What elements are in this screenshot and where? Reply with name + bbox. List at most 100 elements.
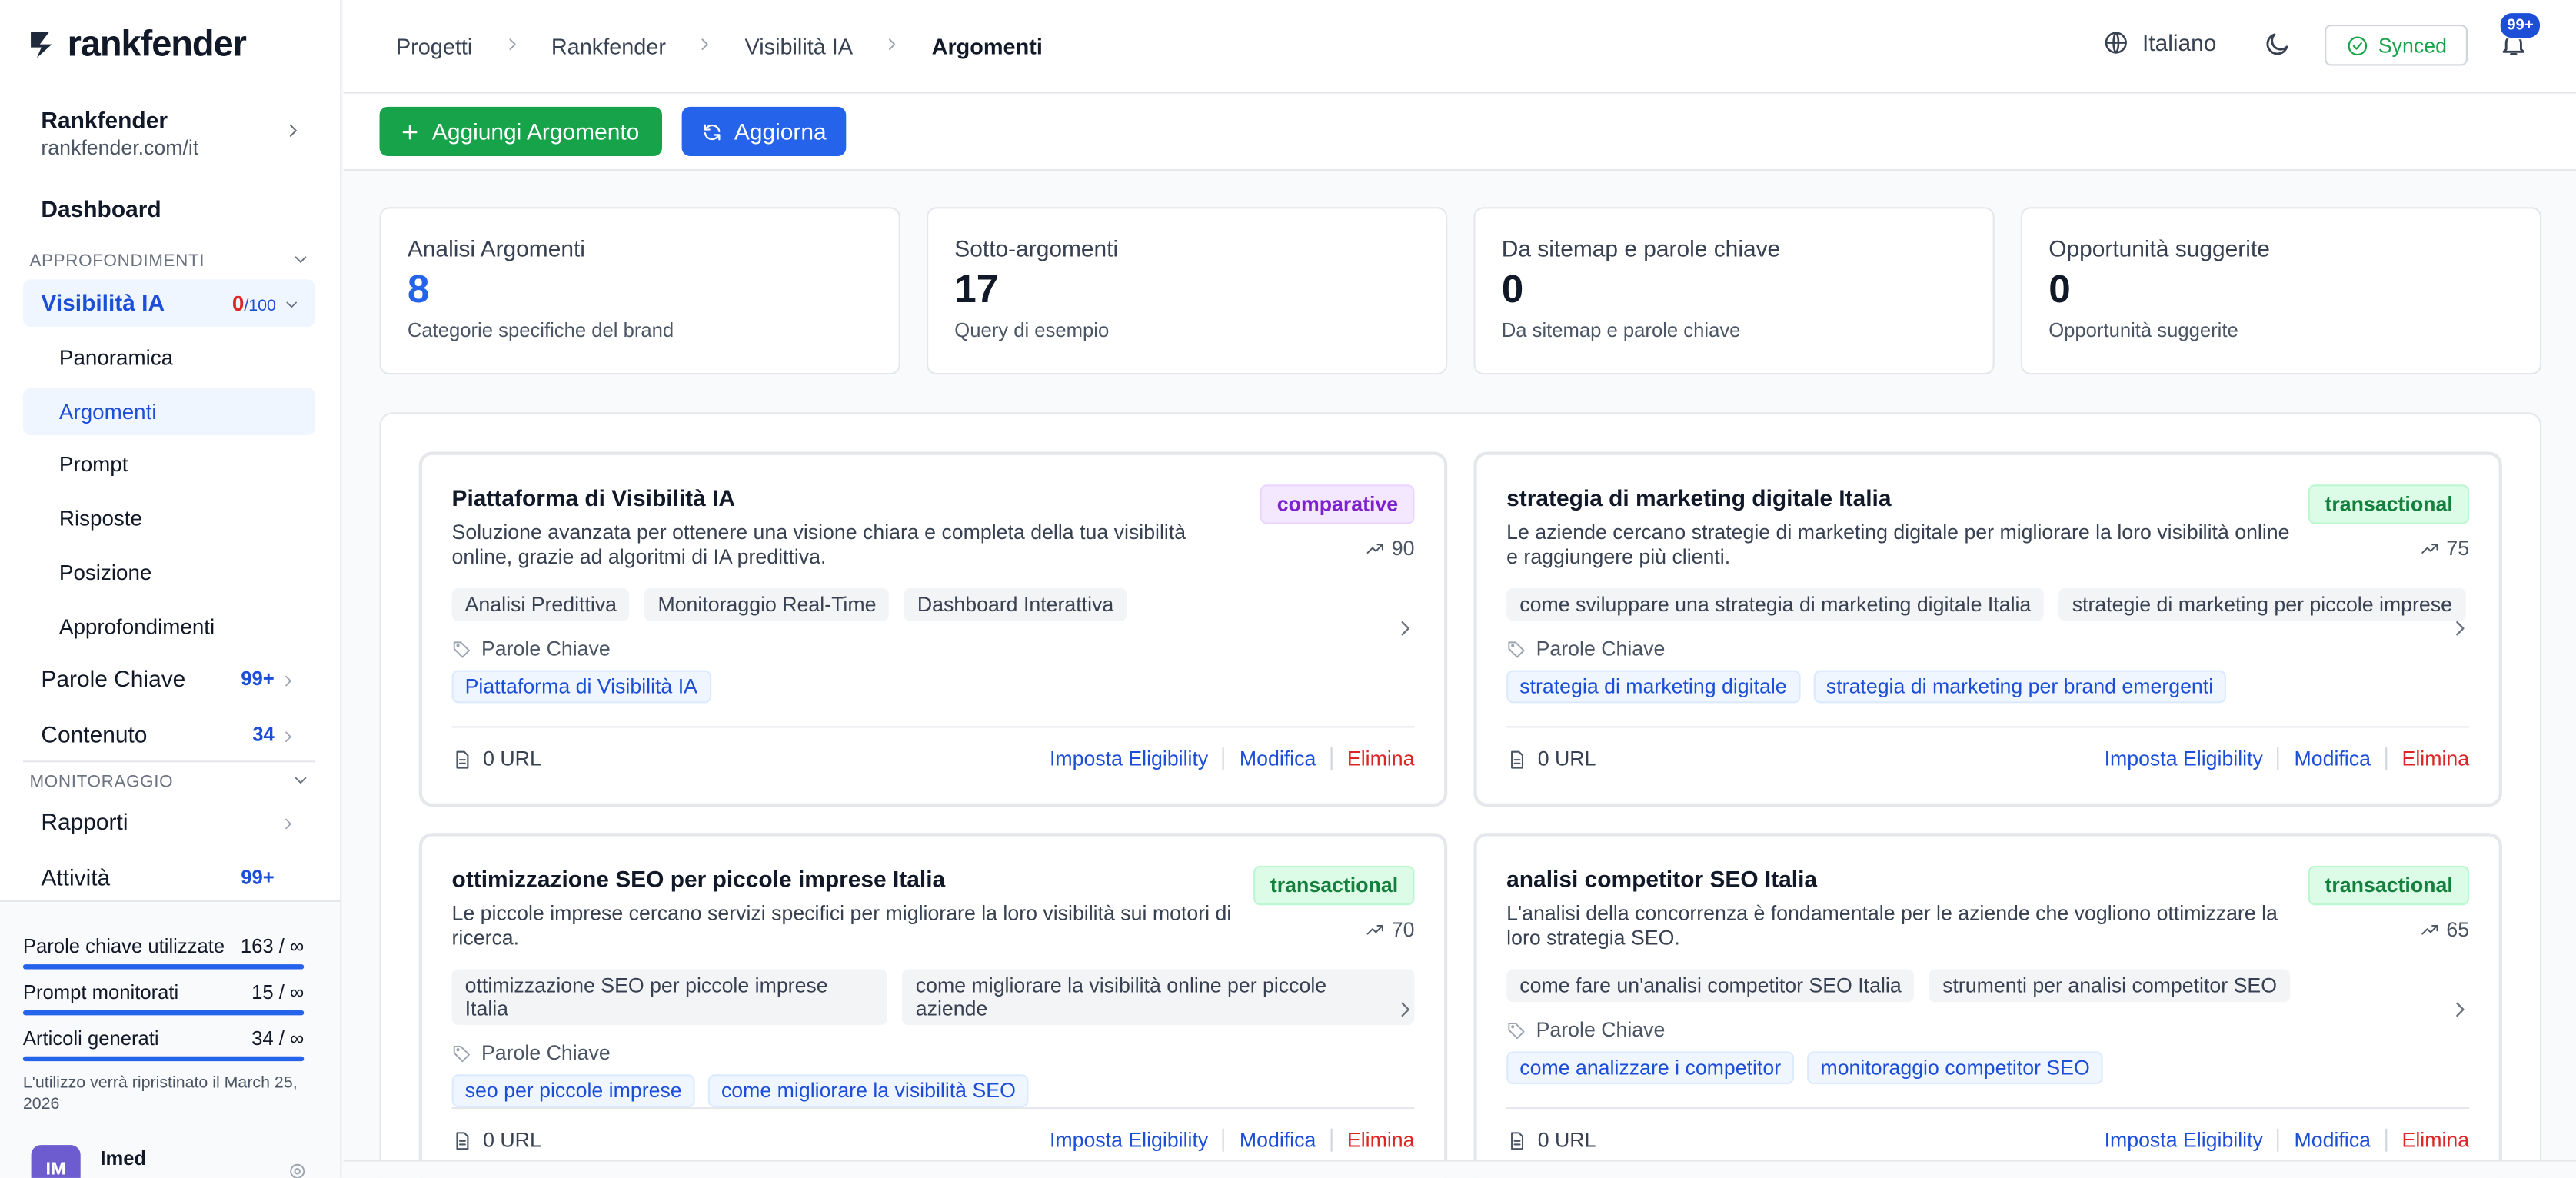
icon-part xyxy=(889,38,896,49)
icon-part xyxy=(704,123,721,140)
add-topic-button[interactable]: Aggiungi Argomento xyxy=(379,106,663,156)
icon-part xyxy=(508,38,515,49)
icon-part xyxy=(1366,544,1384,554)
icon-part xyxy=(289,124,297,137)
stat-card: Sotto-argomenti 17 Query di esempio xyxy=(926,207,1448,375)
icon-part xyxy=(402,124,418,139)
usage-row: Prompt monitorati 15 / ∞ xyxy=(22,980,305,1016)
footer-action[interactable]: Elimina xyxy=(2385,747,2469,771)
stat-title: Da sitemap e parole chiave xyxy=(1501,235,1781,261)
topic-title: analisi competitor SEO Italia xyxy=(1506,865,1818,893)
nav-count: 99+ xyxy=(241,865,275,889)
topic-score: 70 xyxy=(1366,918,1415,941)
footer-action[interactable]: Elimina xyxy=(2385,1128,2469,1152)
usage-bar xyxy=(22,964,305,970)
usage-panel: Parole chiave utilizzate 163 / ∞ Prompt mo… xyxy=(0,900,341,1178)
open-chevron xyxy=(2448,997,2472,1030)
nav-item[interactable]: Contenuto 34 xyxy=(41,721,297,750)
nav-item[interactable]: Rapporti xyxy=(41,808,297,837)
footer-action[interactable]: Elimina xyxy=(1330,1128,1415,1152)
topic-type: transactional xyxy=(2308,484,2470,524)
nav-subitem[interactable]: Approfondimenti xyxy=(23,602,315,650)
icon-part xyxy=(889,38,896,49)
breadcrumb[interactable]: Progetti xyxy=(396,34,551,58)
footer-action[interactable]: Modifica xyxy=(1223,1128,1331,1152)
nav-dashboard[interactable]: Dashboard xyxy=(41,195,161,222)
chevron xyxy=(291,770,311,795)
icon-part xyxy=(2421,544,2438,554)
url-count: 0 URL xyxy=(1537,747,1596,771)
icon-part xyxy=(2266,33,2288,55)
nav-visibility[interactable]: Visibilità IA 0/100 xyxy=(22,279,316,328)
footer-action[interactable]: Modifica xyxy=(1223,747,1331,771)
icon-part xyxy=(1513,758,1521,764)
refresh-button[interactable]: Aggiorna xyxy=(681,106,847,156)
topic-card[interactable]: strategia di marketing digitale Italia Le… xyxy=(1473,451,2502,807)
icon-part xyxy=(1508,1023,1525,1040)
usage-value: 34 / ∞ xyxy=(251,1027,305,1050)
icon-part xyxy=(1401,1002,1409,1017)
project-switcher[interactable]: Rankfender rankfender.com/it xyxy=(41,107,304,159)
nav-count: 99+ xyxy=(241,667,275,690)
topic-description: Le piccole imprese cercano servizi speci… xyxy=(451,901,1232,950)
footer-action[interactable]: Imposta Eligibility xyxy=(2104,1128,2263,1152)
separator xyxy=(853,34,932,58)
icon-part xyxy=(2266,33,2288,55)
url-count: 0 URL xyxy=(1537,1128,1596,1152)
stat-caption: Da sitemap e parole chiave xyxy=(1501,318,1741,342)
breadcrumb[interactable]: Visibilità IA xyxy=(745,34,932,58)
footer-action[interactable]: Imposta Eligibility xyxy=(1049,1128,1209,1152)
nav-subitem[interactable]: Argomenti xyxy=(22,387,316,435)
icon-part xyxy=(456,644,460,647)
topic-card[interactable]: Piattaforma di Visibilità IA Soluzione av… xyxy=(418,451,1448,807)
section-label: MONITORAGGIO xyxy=(29,772,174,792)
icon-part xyxy=(702,38,709,49)
nav-subitem[interactable]: Panoramica xyxy=(23,334,315,381)
nav-item[interactable]: Attività 99+ xyxy=(41,864,297,893)
notifications[interactable]: 99+ xyxy=(2498,11,2542,67)
keywords-label: Parole Chiave xyxy=(1506,637,2469,661)
icon-part xyxy=(704,123,721,140)
topic-card[interactable]: analisi competitor SEO Italia L'analisi d… xyxy=(1473,833,2502,1178)
icon-part xyxy=(508,38,515,49)
icon-part xyxy=(285,818,291,830)
icon-part xyxy=(1511,1131,1524,1150)
nav-subitem[interactable]: Prompt xyxy=(23,441,315,488)
chevron xyxy=(282,120,304,149)
nav-subitem[interactable]: Risposte xyxy=(23,494,315,542)
footer-action[interactable]: Imposta Eligibility xyxy=(1049,747,1209,771)
footer-action[interactable]: Modifica xyxy=(2278,1128,2385,1152)
usage-value: 163 / ∞ xyxy=(240,934,305,958)
footer-action[interactable]: Imposta Eligibility xyxy=(2104,747,2263,771)
icon-part xyxy=(1513,1139,1521,1145)
tag: Analisi Predittiva xyxy=(451,587,631,621)
nav-item[interactable]: Parole Chiave 99+ xyxy=(41,665,297,694)
icon-part xyxy=(295,777,307,784)
theme-toggle[interactable] xyxy=(2262,29,2291,67)
icon-part xyxy=(2456,1002,2465,1017)
chevron xyxy=(279,724,298,754)
label: Parole Chiave xyxy=(481,637,611,661)
keywords: strategia di marketing digitale strategia… xyxy=(1506,670,2469,704)
icon-part xyxy=(453,1045,470,1063)
icon-part xyxy=(1511,1025,1515,1029)
nav-subitem[interactable]: Posizione xyxy=(23,548,315,596)
score-max: /100 xyxy=(244,297,276,316)
tag: ottimizzazione SEO per piccole imprese I… xyxy=(451,969,888,1026)
score-value: 90 xyxy=(1391,537,1415,561)
usage-value: 15 / ∞ xyxy=(251,980,305,1004)
breadcrumb[interactable]: Rankfender xyxy=(551,34,745,58)
separator xyxy=(666,34,745,58)
topic-tags: Analisi Predittiva Monitoraggio Real-Time… xyxy=(451,587,1415,621)
footer-actions: Imposta Eligibility Modifica Elimina xyxy=(1049,1128,1415,1152)
topic-title: ottimizzazione SEO per piccole imprese I… xyxy=(451,865,946,893)
topic-card[interactable]: ottimizzazione SEO per piccole imprese I… xyxy=(418,833,1448,1178)
footer-action[interactable]: Modifica xyxy=(2278,747,2385,771)
project-url: rankfender.com/it xyxy=(41,136,199,160)
language-switch[interactable]: Italiano xyxy=(2103,29,2216,56)
footer-action[interactable]: Elimina xyxy=(1330,747,1415,771)
settings[interactable] xyxy=(288,1160,308,1178)
divider xyxy=(22,760,316,763)
sidebar: rankfender Rankfender rankfender.com/it Das… xyxy=(0,0,342,1178)
stat-card: Da sitemap e parole chiave 0 Da sitemap e … xyxy=(1473,207,1995,375)
